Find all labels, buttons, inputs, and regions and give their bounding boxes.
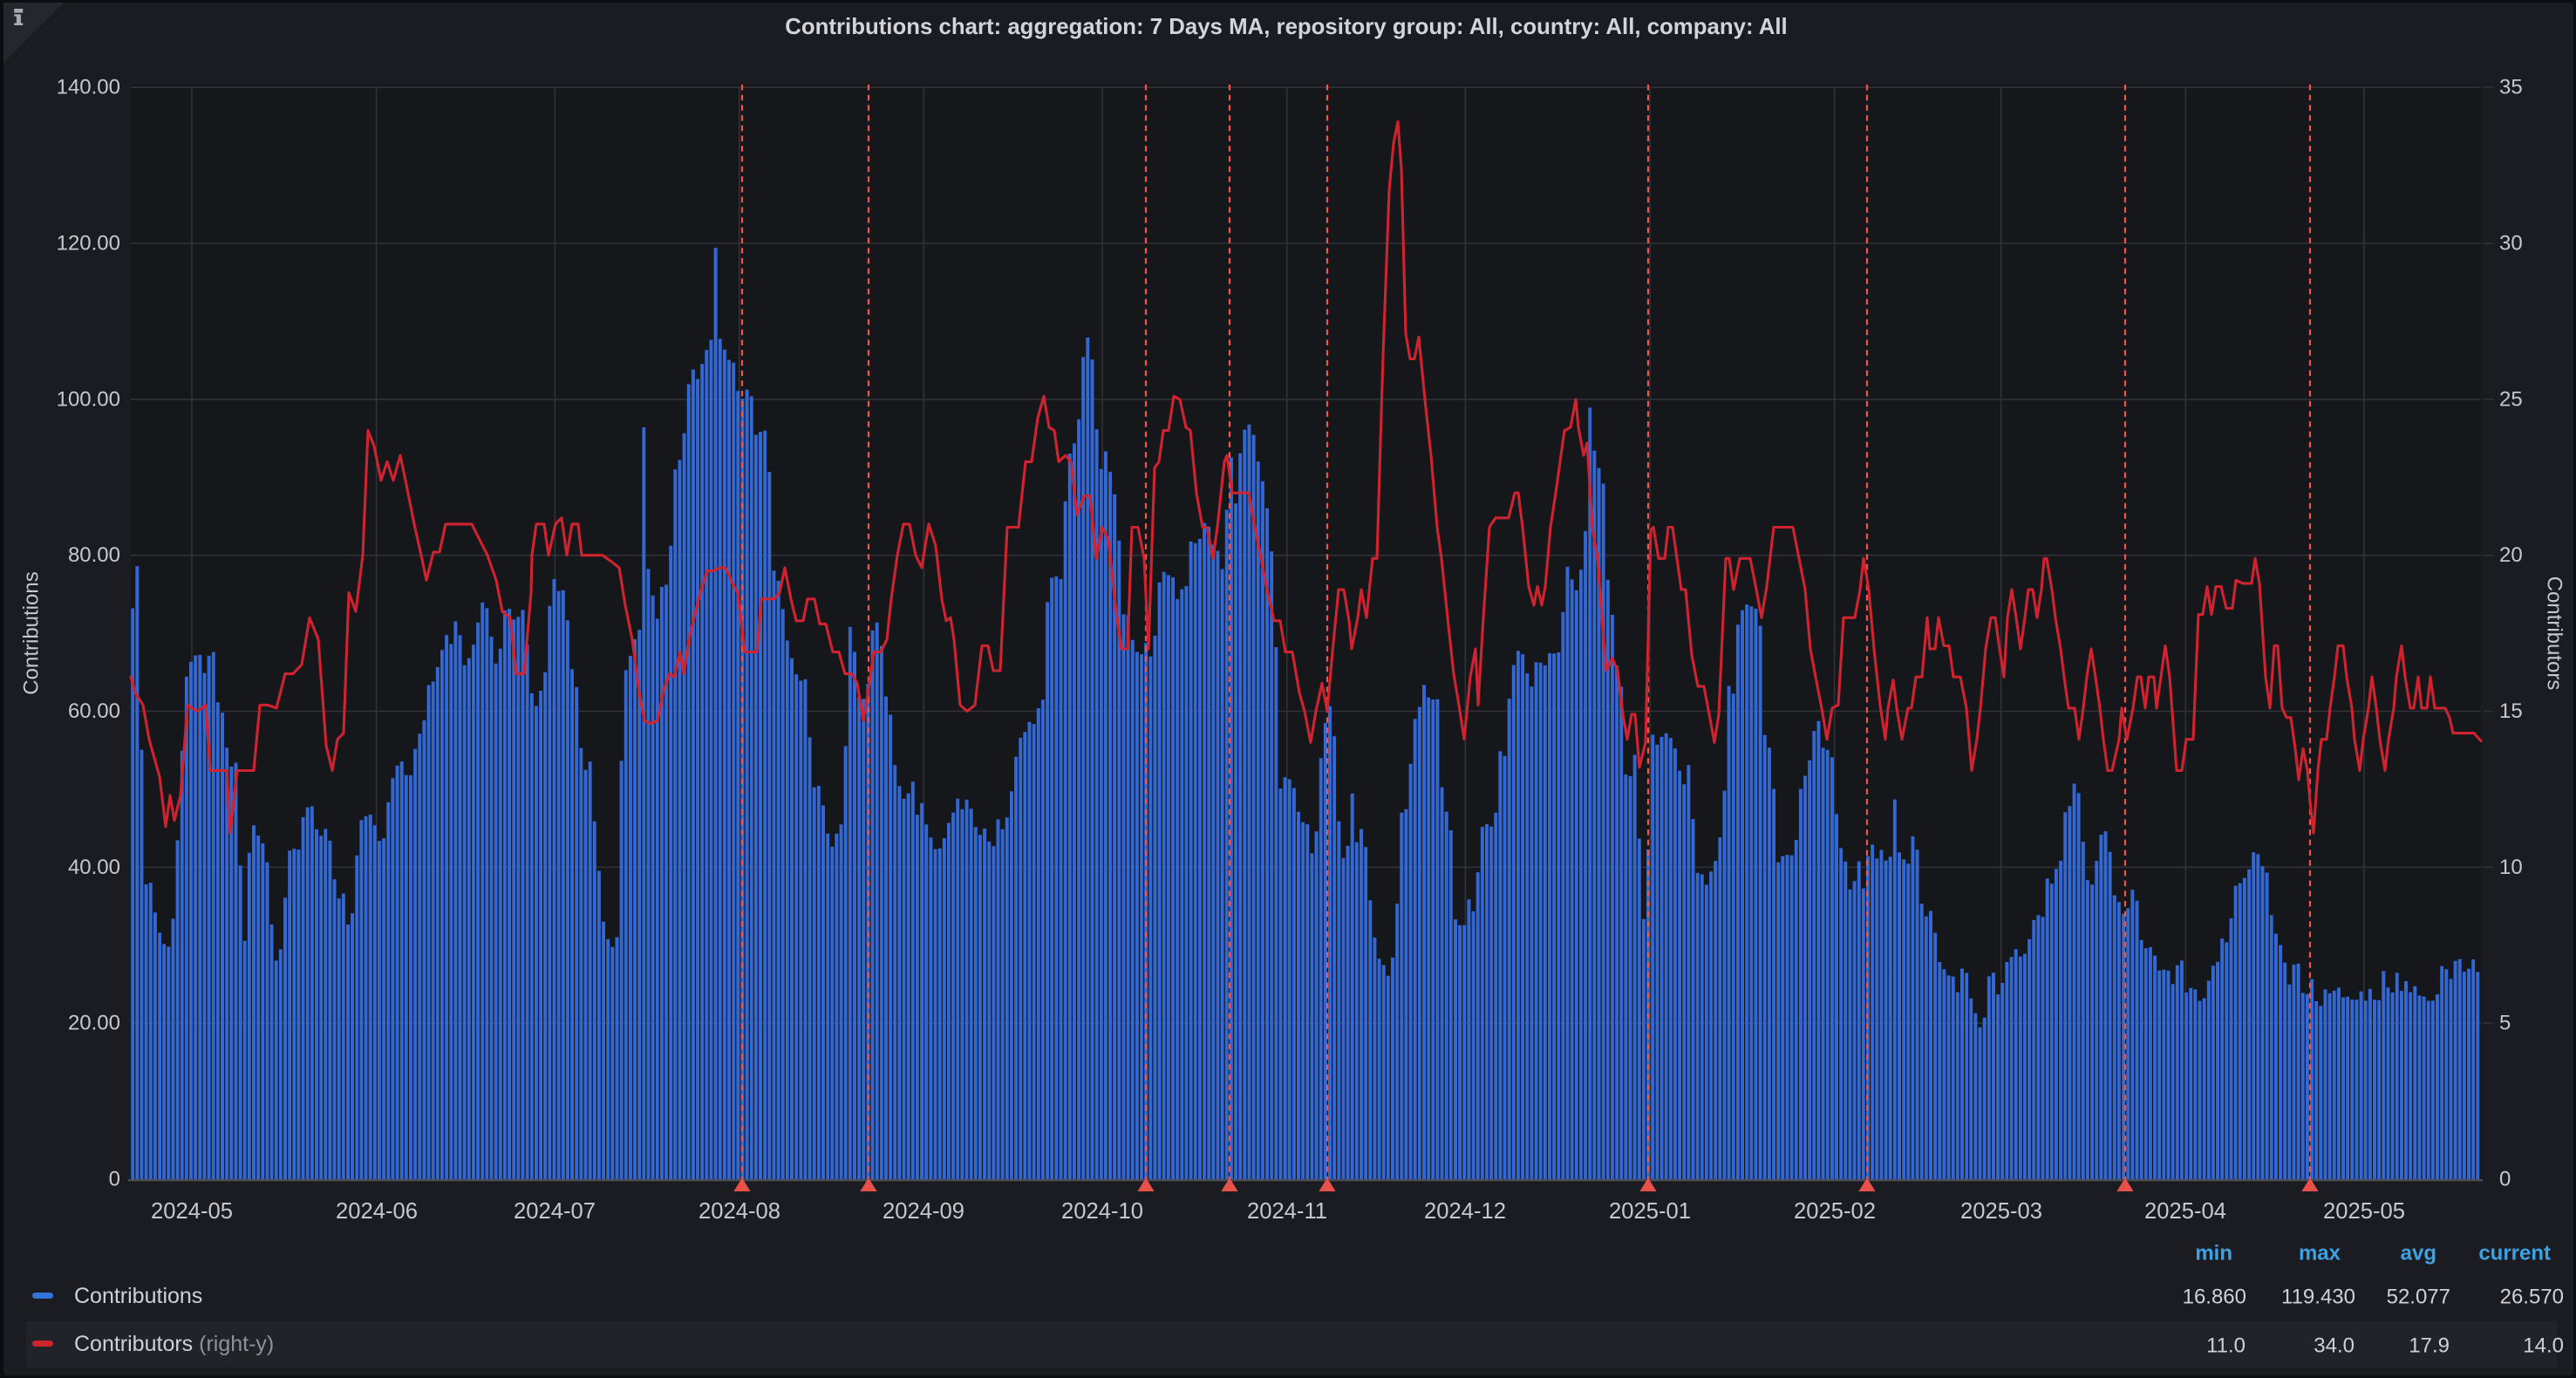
svg-text:35: 35 (2499, 76, 2523, 99)
svg-text:34.0: 34.0 (2314, 1334, 2355, 1358)
svg-text:2024-10: 2024-10 (1061, 1199, 1143, 1224)
svg-text:20.00: 20.00 (68, 1012, 120, 1035)
svg-text:60.00: 60.00 (68, 699, 120, 723)
svg-text:2024-05: 2024-05 (151, 1199, 233, 1224)
svg-text:Contributions chart: aggregati: Contributions chart: aggregation: 7 Days… (785, 15, 1787, 39)
svg-text:10: 10 (2499, 856, 2523, 879)
svg-text:14.0: 14.0 (2523, 1334, 2564, 1358)
svg-text:119.430: 119.430 (2281, 1286, 2355, 1309)
svg-text:2025-01: 2025-01 (1609, 1199, 1691, 1224)
svg-text:2024-07: 2024-07 (514, 1199, 596, 1224)
svg-text:15: 15 (2499, 699, 2523, 723)
svg-text:11.0: 11.0 (2206, 1334, 2245, 1358)
svg-text:20: 20 (2499, 543, 2523, 567)
svg-text:2024-11: 2024-11 (1247, 1199, 1327, 1224)
svg-text:16.860: 16.860 (2183, 1286, 2246, 1309)
svg-text:2024-12: 2024-12 (1424, 1199, 1506, 1224)
svg-text:17.9: 17.9 (2409, 1334, 2450, 1358)
svg-text:2025-04: 2025-04 (2144, 1199, 2226, 1224)
svg-text:2024-08: 2024-08 (699, 1199, 780, 1224)
svg-text:current: current (2478, 1242, 2551, 1265)
svg-text:Contributors (right-y): Contributors (right-y) (74, 1332, 274, 1356)
svg-text:40.00: 40.00 (68, 856, 120, 879)
svg-text:2025-05: 2025-05 (2323, 1199, 2405, 1224)
svg-text:0: 0 (109, 1168, 120, 1191)
svg-text:26.570: 26.570 (2500, 1286, 2564, 1309)
svg-text:Contributions: Contributions (20, 571, 44, 694)
svg-text:2025-03: 2025-03 (1960, 1199, 2042, 1224)
svg-text:80.00: 80.00 (68, 543, 120, 567)
svg-text:Contributions: Contributions (74, 1284, 202, 1308)
svg-text:avg: avg (2401, 1242, 2436, 1265)
svg-text:52.077: 52.077 (2387, 1286, 2450, 1309)
svg-text:30: 30 (2499, 232, 2523, 256)
svg-text:2025-02: 2025-02 (1794, 1199, 1876, 1224)
svg-text:Contributors: Contributors (2543, 576, 2566, 691)
svg-text:2024-09: 2024-09 (883, 1199, 964, 1224)
svg-text:5: 5 (2499, 1012, 2511, 1035)
svg-text:0: 0 (2499, 1168, 2511, 1191)
svg-text:max: max (2299, 1242, 2341, 1265)
svg-text:120.00: 120.00 (57, 232, 120, 256)
svg-text:100.00: 100.00 (57, 387, 120, 411)
svg-text:25: 25 (2499, 387, 2523, 411)
svg-text:min: min (2195, 1242, 2232, 1265)
svg-text:2024-06: 2024-06 (336, 1199, 418, 1224)
svg-text:140.00: 140.00 (57, 76, 120, 99)
